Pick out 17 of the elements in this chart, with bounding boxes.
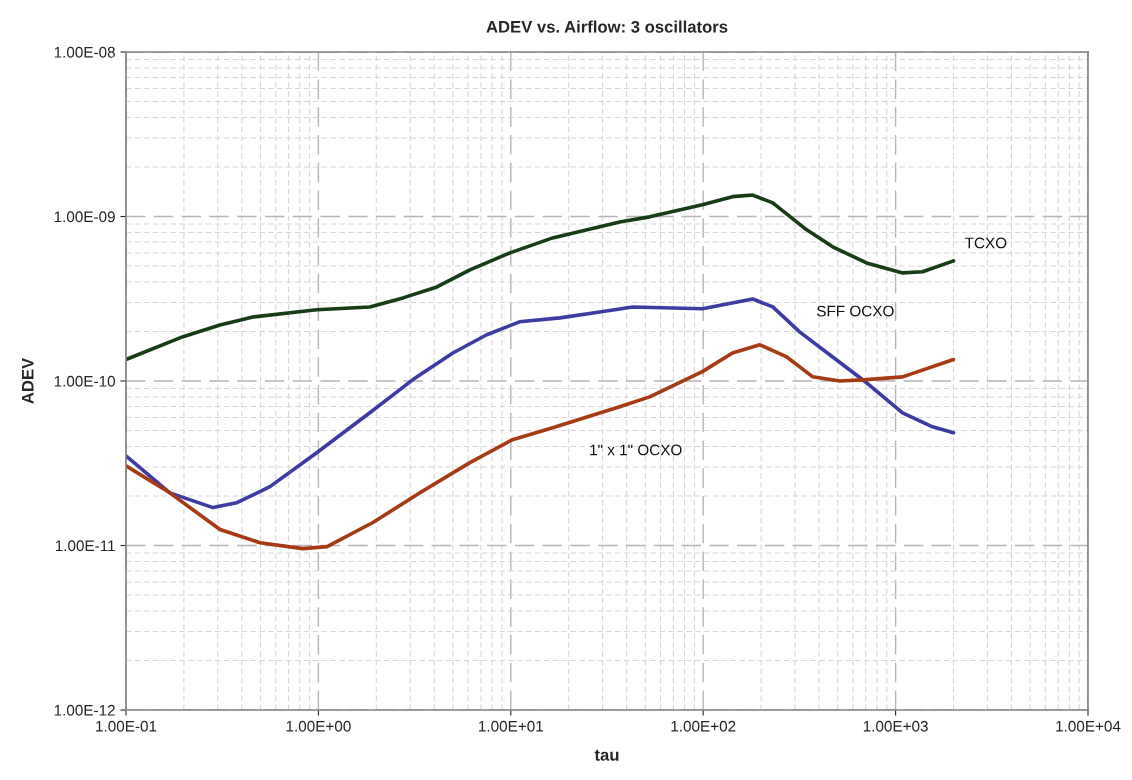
series-label: TCXO: [964, 237, 1007, 249]
x-tick-label: 1.00E+01: [479, 720, 543, 732]
x-tick-label: 1.00E+04: [1056, 720, 1121, 732]
y-tick-label: 1.00E-10: [54, 375, 115, 387]
y-axis-title: ADEV: [21, 357, 34, 404]
series-label: 1" x 1" OCXO: [590, 444, 682, 456]
x-tick-label: 1.00E-01: [96, 720, 157, 732]
chart-title: ADEV vs. Airflow: 3 oscillators: [486, 20, 728, 33]
y-tick-label: 1.00E-09: [54, 211, 115, 223]
y-tick-label: 1.00E-08: [54, 46, 115, 58]
x-axis-title: tau: [594, 749, 619, 761]
y-tick-label: 1.00E-12: [54, 704, 115, 716]
x-tick-label: 1.00E+02: [671, 720, 736, 732]
y-tick-label: 1.00E-11: [55, 540, 115, 552]
x-tick-label: 1.00E+03: [863, 720, 928, 732]
x-tick-label: 1.00E+00: [286, 720, 351, 732]
series-label: SFF OCXO: [816, 305, 894, 317]
